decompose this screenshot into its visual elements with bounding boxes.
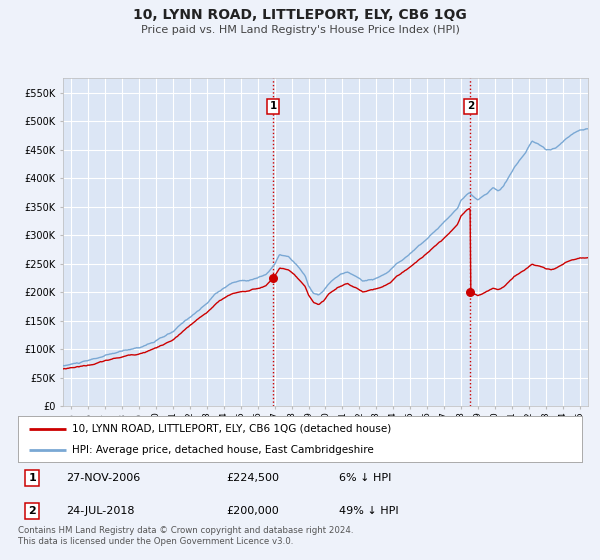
Text: £200,000: £200,000	[227, 506, 280, 516]
Text: 24-JUL-2018: 24-JUL-2018	[66, 506, 134, 516]
Text: 6% ↓ HPI: 6% ↓ HPI	[340, 473, 392, 483]
Point	[466, 288, 475, 297]
Text: 1: 1	[28, 473, 36, 483]
Text: 27-NOV-2006: 27-NOV-2006	[66, 473, 140, 483]
Text: Price paid vs. HM Land Registry's House Price Index (HPI): Price paid vs. HM Land Registry's House …	[140, 25, 460, 35]
Text: £224,500: £224,500	[227, 473, 280, 483]
Text: 2: 2	[28, 506, 36, 516]
Text: 2: 2	[467, 101, 474, 111]
Text: 10, LYNN ROAD, LITTLEPORT, ELY, CB6 1QG: 10, LYNN ROAD, LITTLEPORT, ELY, CB6 1QG	[133, 8, 467, 22]
Text: 49% ↓ HPI: 49% ↓ HPI	[340, 506, 399, 516]
Text: HPI: Average price, detached house, East Cambridgeshire: HPI: Average price, detached house, East…	[71, 445, 373, 455]
Point	[268, 274, 278, 283]
Text: Contains HM Land Registry data © Crown copyright and database right 2024.
This d: Contains HM Land Registry data © Crown c…	[18, 526, 353, 546]
Text: 10, LYNN ROAD, LITTLEPORT, ELY, CB6 1QG (detached house): 10, LYNN ROAD, LITTLEPORT, ELY, CB6 1QG …	[71, 424, 391, 434]
Text: 1: 1	[269, 101, 277, 111]
